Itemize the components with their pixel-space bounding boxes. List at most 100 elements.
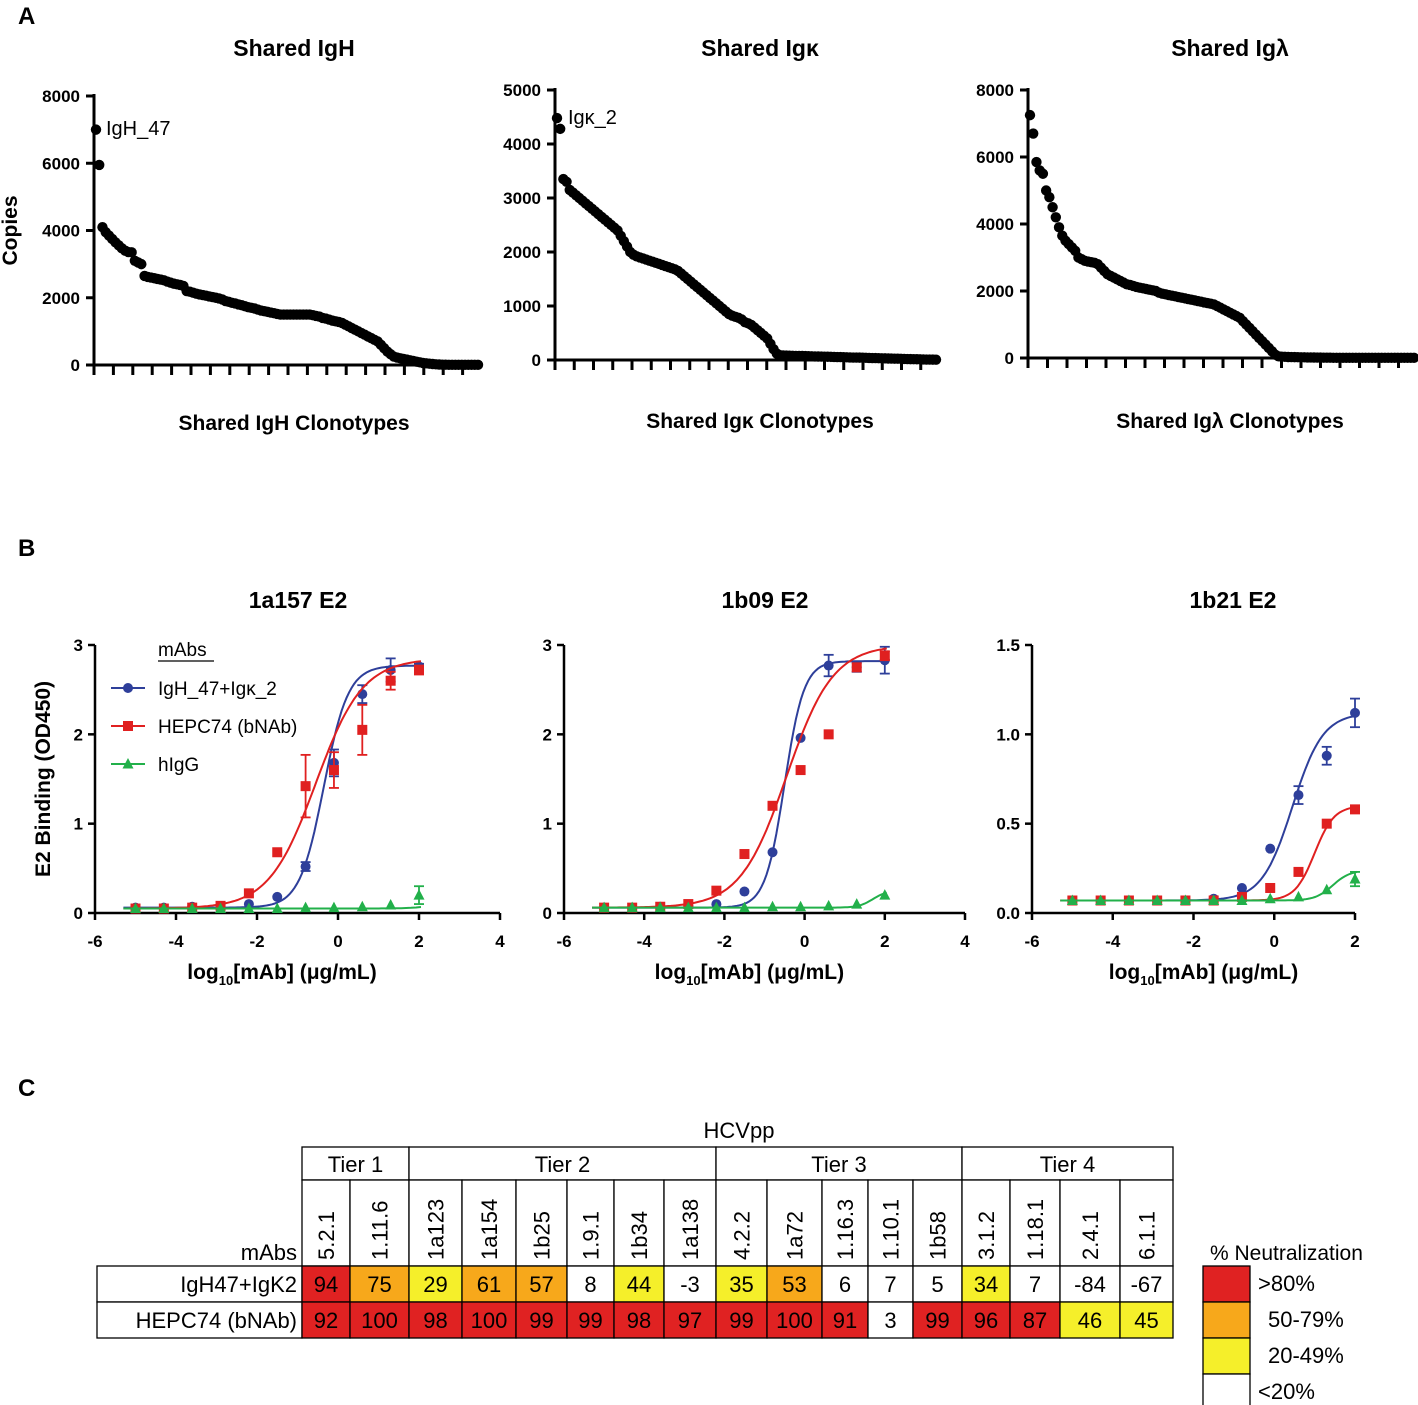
tier-header-cell (715, 1146, 963, 1181)
x-tick-label: 4 (960, 932, 970, 951)
x-tick-label: -2 (717, 932, 732, 951)
value-label: 99 (925, 1308, 949, 1333)
data-point (626, 901, 638, 913)
data-point (328, 901, 340, 913)
y-tick-label: 3000 (503, 189, 541, 208)
value-label: 8 (584, 1272, 596, 1297)
fit-curve (1060, 806, 1358, 902)
data-point (1292, 890, 1304, 902)
data-point (767, 900, 779, 912)
legend: mAbs IgH_47+Igκ_2 HEPC74 (bNAb) hIgG (111, 640, 297, 776)
value-label: 98 (627, 1308, 651, 1333)
x-tick-label: 2 (414, 932, 423, 951)
x-tick-label: 2 (880, 932, 889, 951)
data-point (851, 662, 862, 673)
data-point (1179, 894, 1191, 905)
value-label: 46 (1078, 1308, 1102, 1333)
x-tick-label: 0 (800, 932, 809, 951)
legend-label: <20% (1258, 1379, 1315, 1404)
data-point (561, 176, 572, 187)
column-header-cell (301, 1179, 351, 1267)
point-annotation: Igκ_2 (568, 107, 617, 129)
chart-title: 1b21 E2 (1190, 587, 1277, 613)
column-header-label: 1.11.6 (368, 1200, 393, 1260)
fit-curve (592, 660, 887, 909)
column-header-cell (912, 1179, 963, 1267)
value-cell (1119, 1265, 1174, 1303)
y-tick-label: 2 (74, 725, 83, 744)
data-point (1264, 892, 1276, 904)
x-tick-label: 0 (1270, 932, 1279, 951)
x-tick-label: -2 (1186, 932, 1201, 951)
value-label: 99 (729, 1308, 753, 1333)
chart-title: Shared Igλ (1171, 35, 1289, 61)
data-point (300, 901, 312, 913)
data-point (823, 729, 834, 740)
y-tick-label: 2000 (976, 282, 1014, 301)
data-point (328, 765, 339, 776)
y-tick-label: 0.5 (996, 815, 1020, 834)
data-point (123, 683, 133, 693)
series-3 (1060, 870, 1361, 905)
data-point (1321, 750, 1332, 761)
data-point (122, 758, 134, 769)
value-cell (515, 1265, 568, 1303)
data-point (136, 258, 147, 270)
value-label: 61 (477, 1272, 501, 1297)
y-tick-label: 2 (543, 725, 552, 744)
y-tick-label: 8000 (976, 81, 1014, 100)
data-point (357, 724, 368, 735)
column-header-label: 1.9.1 (579, 1211, 604, 1260)
data-point (851, 898, 863, 909)
series-3 (592, 889, 891, 913)
data-point (271, 902, 283, 914)
data-point (1028, 128, 1039, 139)
value-cell (715, 1265, 768, 1303)
data-point (1350, 804, 1360, 815)
value-label: 91 (833, 1308, 857, 1333)
data-point (1265, 843, 1276, 854)
data-point (879, 650, 890, 661)
clonotype-chart-3: Shared Igλ 0 2000 4000 6000 8000 Shared Igλ Cl… (976, 35, 1418, 433)
data-point (710, 901, 722, 913)
data-point (1408, 352, 1418, 364)
x-tick-label: 2 (1350, 932, 1359, 951)
value-label: 100 (471, 1308, 508, 1333)
value-label: 7 (1029, 1272, 1041, 1297)
value-label: -67 (1131, 1272, 1163, 1297)
x-tick-label: -6 (556, 932, 571, 951)
data-point (1236, 894, 1248, 905)
value-label: 97 (678, 1308, 702, 1333)
value-cell (766, 1301, 823, 1339)
panel-letter-a: A (18, 3, 35, 30)
column-header-label: 1a154 (477, 1199, 502, 1260)
x-tick-label: -4 (168, 932, 184, 951)
value-cell (1009, 1301, 1061, 1339)
data-point (1321, 883, 1333, 895)
y-tick-label: 0 (532, 351, 541, 370)
clonotype-chart-2: Shared Igκ 0 1000 2000 3000 4000 5000 Shared Ig… (503, 35, 942, 433)
clonotype-chart-1: Shared IgH 0 2000 4000 6000 8000 Shared IgH Cl… (0, 35, 484, 435)
y-tick-label: 1000 (503, 297, 541, 316)
data-point (1095, 894, 1107, 905)
panel-letter-c: C (18, 1075, 35, 1102)
data-point (767, 847, 778, 858)
column-header-label: 3.1.2 (974, 1211, 999, 1260)
y-tick-label: 2000 (503, 243, 541, 262)
data-point (243, 902, 255, 914)
y-tick-label: 4000 (976, 215, 1014, 234)
legend-title: mAbs (158, 640, 207, 661)
value-label: 92 (314, 1308, 338, 1333)
column-header-label: 1b58 (926, 1211, 951, 1260)
series-2 (592, 647, 890, 913)
value-label: 3 (884, 1308, 896, 1333)
value-label: 99 (578, 1308, 602, 1333)
data-point (823, 899, 835, 911)
x-tick-label: -4 (637, 932, 653, 951)
value-cell (663, 1301, 717, 1339)
x-tick-label: 0 (333, 932, 342, 951)
column-header-label: 1.18.1 (1023, 1199, 1048, 1260)
data-point (554, 123, 566, 135)
data-point (823, 660, 834, 671)
